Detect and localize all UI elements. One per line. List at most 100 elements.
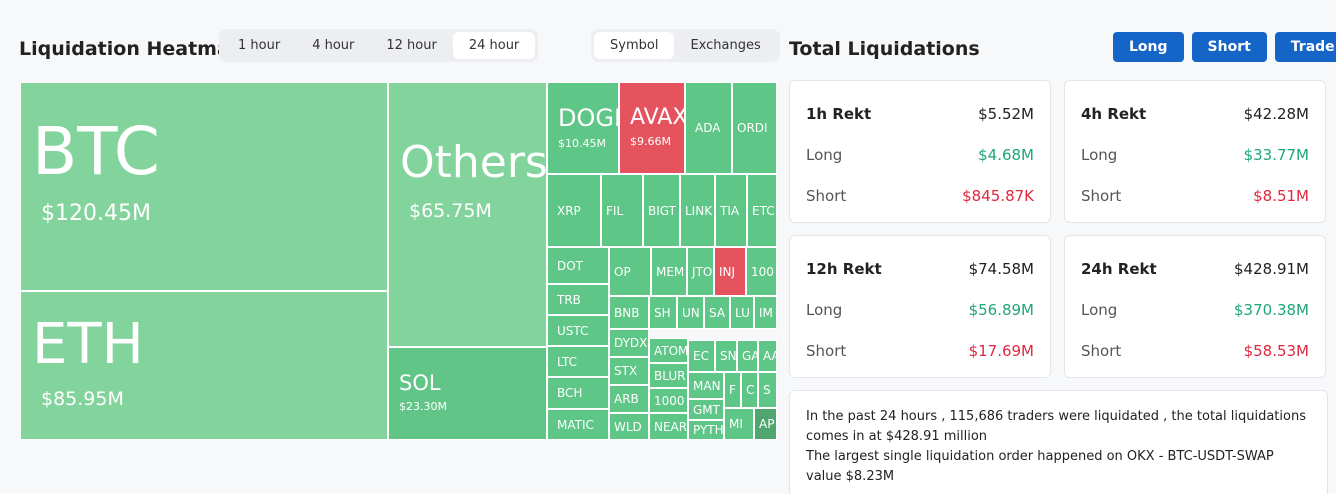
action-button[interactable]: Trade xyxy=(1274,32,1336,62)
heatmap-tile[interactable]: 1000 xyxy=(649,388,688,413)
heatmap-tile[interactable]: BLUR xyxy=(649,363,688,388)
heatmap-tile[interactable]: OP xyxy=(609,247,651,296)
heatmap-tile[interactable]: SN xyxy=(715,340,737,372)
tile-label: ADA xyxy=(695,121,721,135)
heatmap-tile[interactable]: DYDX xyxy=(609,329,649,357)
action-button[interactable]: Short xyxy=(1191,32,1267,62)
heatmap-tile[interactable]: WLD xyxy=(609,413,649,440)
heatmap-tile[interactable]: UN xyxy=(677,296,704,329)
heatmap-tile[interactable]: AVAX $9.66M xyxy=(619,82,685,174)
heatmap-tile[interactable]: USTC xyxy=(547,315,609,346)
heatmap-tile[interactable]: LU xyxy=(730,296,754,329)
card-row: Short $8.51M xyxy=(1081,187,1309,205)
heatmap-tile[interactable]: ADA xyxy=(685,82,732,174)
heatmap-tile[interactable]: BIGT xyxy=(643,174,680,247)
heatmap-tile[interactable]: TIA xyxy=(715,174,747,247)
tile-label: DOGE xyxy=(558,104,618,132)
card-header: 1h Rekt $5.52M xyxy=(806,105,1034,123)
heatmap-tile[interactable]: MI xyxy=(724,408,754,440)
heatmap-tile[interactable]: GA xyxy=(737,340,758,372)
row-value: $58.53M xyxy=(1243,342,1309,360)
tile-label: USTC xyxy=(557,323,589,338)
heatmap-tile[interactable]: ETC xyxy=(747,174,777,247)
view-tab[interactable]: Exchanges xyxy=(690,38,761,53)
heatmap-tile[interactable]: STX xyxy=(609,357,649,385)
heatmap-tile[interactable]: AA xyxy=(758,340,777,372)
heatmap-tile[interactable]: DOT xyxy=(547,247,609,284)
card-row: Long $56.89M xyxy=(806,301,1034,319)
heatmap-tile[interactable]: ARB xyxy=(609,385,649,413)
rekt-card: 12h Rekt $74.58M Long $56.89M Short $17.69M xyxy=(789,235,1051,378)
card-row: Long $4.68M xyxy=(806,146,1034,164)
tile-label: AP xyxy=(759,417,775,431)
tile-value: $65.75M xyxy=(409,200,492,223)
card-total: $5.52M xyxy=(978,105,1034,123)
tile-label: ARB xyxy=(614,392,639,406)
tile-label: MAN xyxy=(693,378,721,393)
heatmap-tile[interactable]: MAN xyxy=(688,372,724,399)
heatmap-tile[interactable]: AP xyxy=(754,408,777,440)
heatmap-tile[interactable]: BCH xyxy=(547,377,609,409)
tile-label: ATOM xyxy=(654,343,688,358)
heatmap-tile[interactable]: ATOM xyxy=(649,338,688,363)
heatmap-tile[interactable]: TRB xyxy=(547,284,609,315)
heatmap-tile[interactable]: MATIC xyxy=(547,409,609,440)
tile-label: ETH xyxy=(32,312,144,378)
heatmap-tile[interactable]: FIL xyxy=(601,174,643,247)
heatmap-tile[interactable]: BTC $120.45M xyxy=(20,82,388,291)
tile-label: LINK xyxy=(685,203,713,218)
heatmap-tile[interactable]: ETH $85.95M xyxy=(20,291,388,440)
tile-label: SA xyxy=(709,305,726,320)
tile-label: BTC xyxy=(32,113,160,191)
heatmap-tile[interactable]: JTO xyxy=(687,247,714,296)
heatmap-tile[interactable]: IM xyxy=(754,296,777,329)
heatmap-tile[interactable]: MEM xyxy=(651,247,687,296)
card-row: Short $58.53M xyxy=(1081,342,1309,360)
heatmap-tile[interactable]: GMT xyxy=(688,399,724,420)
heatmap-tile[interactable]: SOL $23.30M xyxy=(388,347,547,440)
tile-label: AA xyxy=(763,349,776,363)
card-header: 12h Rekt $74.58M xyxy=(806,260,1034,278)
heatmap-tile[interactable]: DOGE $10.45M xyxy=(547,82,619,174)
heatmap-tile[interactable]: SA xyxy=(704,296,730,329)
heatmap-tile[interactable]: F xyxy=(724,372,741,408)
tile-label: OP xyxy=(614,264,631,279)
timeframe-tab[interactable]: 24 hour xyxy=(452,32,536,59)
card-row: Short $17.69M xyxy=(806,342,1034,360)
action-button[interactable]: Long xyxy=(1113,32,1184,62)
tile-label: LTC xyxy=(557,354,578,369)
timeframe-tab[interactable]: 4 hour xyxy=(312,38,355,53)
tile-label: IM xyxy=(759,305,773,320)
tile-label: ETC xyxy=(752,203,775,218)
card-header: 24h Rekt $428.91M xyxy=(1081,260,1309,278)
heatmap-tile[interactable]: INJ xyxy=(714,247,746,296)
heatmap-tile[interactable]: XRP xyxy=(547,174,601,247)
tile-label: NEAR xyxy=(654,419,688,434)
heatmap-tile[interactable]: EC xyxy=(688,340,715,372)
row-label: Short xyxy=(1081,342,1122,360)
heatmap-tile[interactable]: C xyxy=(741,372,758,408)
view-selector: Symbol Exchanges xyxy=(591,29,780,62)
heatmap-tile[interactable]: NEAR xyxy=(649,413,688,440)
heatmap-tile[interactable]: LTC xyxy=(547,346,609,377)
heatmap-tile[interactable]: 100 xyxy=(746,247,777,296)
heatmap-tile[interactable]: PYTH xyxy=(688,420,724,440)
card-total: $428.91M xyxy=(1234,260,1309,278)
view-tab[interactable]: Symbol xyxy=(594,32,675,59)
tile-label: MEM xyxy=(656,264,685,279)
heatmap-tile[interactable]: S xyxy=(758,372,777,408)
timeframe-tab[interactable]: 12 hour xyxy=(386,38,437,53)
tile-label: LU xyxy=(735,305,750,320)
heatmap-tile[interactable]: Others $65.75M xyxy=(388,82,547,347)
card-total: $74.58M xyxy=(968,260,1034,278)
tile-label: BNB xyxy=(614,305,640,320)
heatmap-tile[interactable]: ORDI xyxy=(732,82,777,174)
summary-line: The largest single liquidation order hap… xyxy=(806,449,1274,484)
row-label: Short xyxy=(806,342,847,360)
tile-label: STX xyxy=(614,364,638,378)
heatmap-tile[interactable]: BNB xyxy=(609,296,649,329)
rekt-card: 4h Rekt $42.28M Long $33.77M Short $8.51M xyxy=(1064,80,1326,223)
timeframe-tab[interactable]: 1 hour xyxy=(238,38,281,53)
heatmap-tile[interactable]: SH xyxy=(649,296,677,329)
heatmap-tile[interactable]: LINK xyxy=(680,174,715,247)
